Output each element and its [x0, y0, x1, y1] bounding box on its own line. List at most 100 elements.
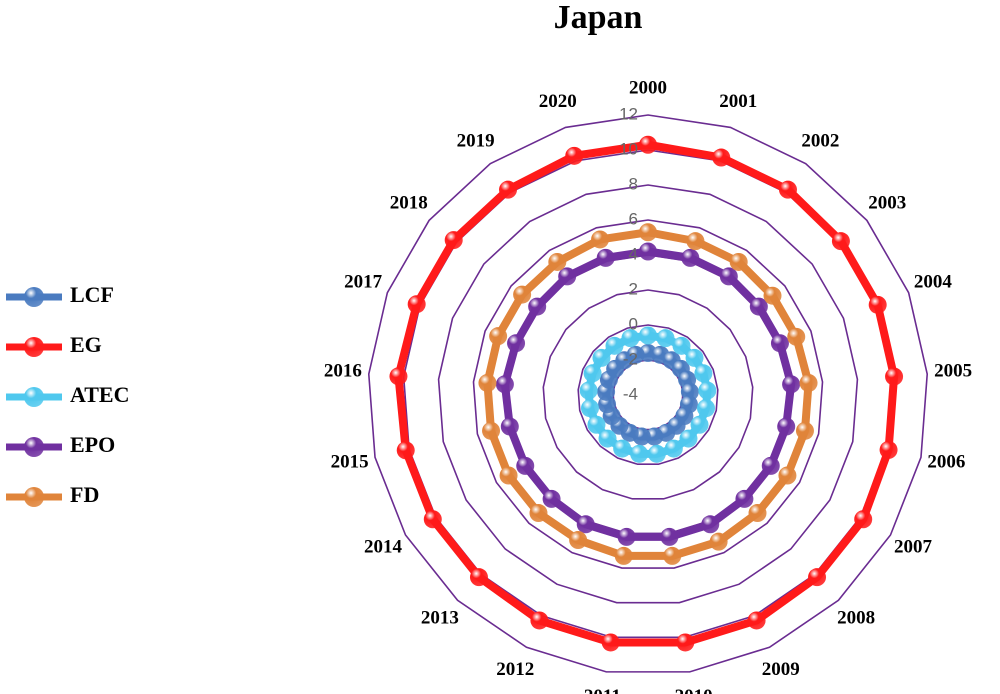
data-point	[656, 329, 675, 348]
data-point	[777, 417, 796, 436]
category-label: 2012	[496, 659, 534, 680]
chart-title: Japan	[554, 0, 643, 36]
category-label: 2009	[762, 659, 800, 680]
y-tick-label: 6	[629, 209, 638, 228]
data-point	[697, 399, 716, 418]
data-point	[676, 633, 695, 652]
legend-marker	[24, 487, 44, 507]
data-point	[808, 568, 827, 587]
category-label: 2014	[364, 536, 403, 557]
category-label: 2008	[837, 608, 875, 629]
data-point	[868, 295, 887, 314]
category-label: 2016	[324, 360, 362, 381]
y-tick-label: -2	[623, 349, 638, 368]
data-point	[639, 135, 657, 154]
data-point	[763, 286, 782, 305]
data-point	[579, 381, 598, 400]
y-tick-label: 0	[629, 314, 638, 333]
data-point	[605, 336, 624, 355]
category-label: 2010	[675, 686, 713, 694]
data-point	[879, 440, 898, 459]
data-point	[528, 297, 547, 316]
data-point	[495, 375, 514, 394]
data-point	[831, 232, 850, 251]
data-point	[396, 441, 415, 460]
legend-label: EPO	[70, 432, 115, 457]
data-point	[478, 373, 497, 392]
data-point	[558, 267, 577, 286]
y-tick-label: 12	[619, 104, 638, 123]
data-point	[701, 515, 720, 534]
data-point	[613, 439, 632, 458]
data-point	[583, 364, 602, 383]
data-point	[795, 421, 814, 440]
data-point	[500, 417, 519, 436]
data-point	[639, 223, 657, 242]
category-label: 2000	[629, 77, 667, 98]
data-point	[499, 466, 518, 485]
data-point	[690, 415, 709, 434]
data-point	[686, 232, 705, 251]
data-point	[639, 242, 657, 261]
data-point	[729, 252, 748, 271]
series-line	[500, 247, 796, 541]
data-point	[569, 531, 588, 550]
data-point	[617, 527, 636, 546]
category-label: 2013	[421, 608, 459, 629]
data-point	[565, 146, 584, 165]
data-point	[660, 527, 679, 546]
data-point	[854, 510, 873, 529]
data-point	[698, 381, 717, 400]
data-point	[747, 611, 766, 630]
data-point	[748, 504, 767, 523]
series-line	[483, 228, 813, 560]
data-point	[614, 546, 633, 565]
legend-marker	[24, 287, 44, 307]
y-tick-label: 8	[629, 174, 638, 193]
category-label: 2004	[914, 272, 953, 293]
data-point	[499, 180, 518, 199]
data-point	[787, 327, 806, 346]
category-label: 2011	[584, 686, 621, 694]
data-point	[489, 327, 508, 346]
data-point	[542, 489, 561, 508]
grid-ring	[437, 184, 859, 604]
data-point	[672, 336, 691, 355]
category-label: 2003	[868, 193, 906, 214]
data-point	[516, 456, 535, 475]
legend-marker	[24, 337, 44, 357]
data-point	[735, 489, 754, 508]
series-line	[394, 140, 899, 647]
data-point	[596, 248, 615, 267]
y-tick-label: 2	[629, 279, 638, 298]
data-point	[885, 367, 904, 386]
data-point	[592, 348, 611, 367]
grid-ring	[472, 219, 824, 569]
data-point	[664, 439, 683, 458]
data-point	[782, 375, 801, 394]
data-point	[548, 252, 567, 271]
data-point	[598, 429, 617, 448]
data-point	[580, 399, 599, 418]
legend-label: FD	[70, 482, 99, 507]
category-label: 2006	[927, 451, 965, 472]
category-label: 2001	[719, 91, 757, 112]
data-point	[778, 466, 797, 485]
data-point	[587, 415, 606, 434]
category-label: 2019	[457, 131, 495, 152]
data-point	[645, 427, 664, 446]
legend-label: LCF	[70, 282, 114, 307]
legend-label: ATEC	[70, 382, 130, 407]
category-label: 2002	[801, 131, 839, 152]
data-point	[529, 504, 548, 523]
data-point	[749, 297, 768, 316]
data-point	[389, 367, 408, 386]
category-label: 2007	[894, 536, 933, 557]
data-point	[709, 532, 728, 551]
data-point	[469, 568, 488, 587]
data-point	[482, 421, 501, 440]
y-tick-label: -4	[623, 384, 638, 403]
legend-marker	[24, 387, 44, 407]
data-point	[799, 373, 818, 392]
data-point	[685, 348, 704, 367]
